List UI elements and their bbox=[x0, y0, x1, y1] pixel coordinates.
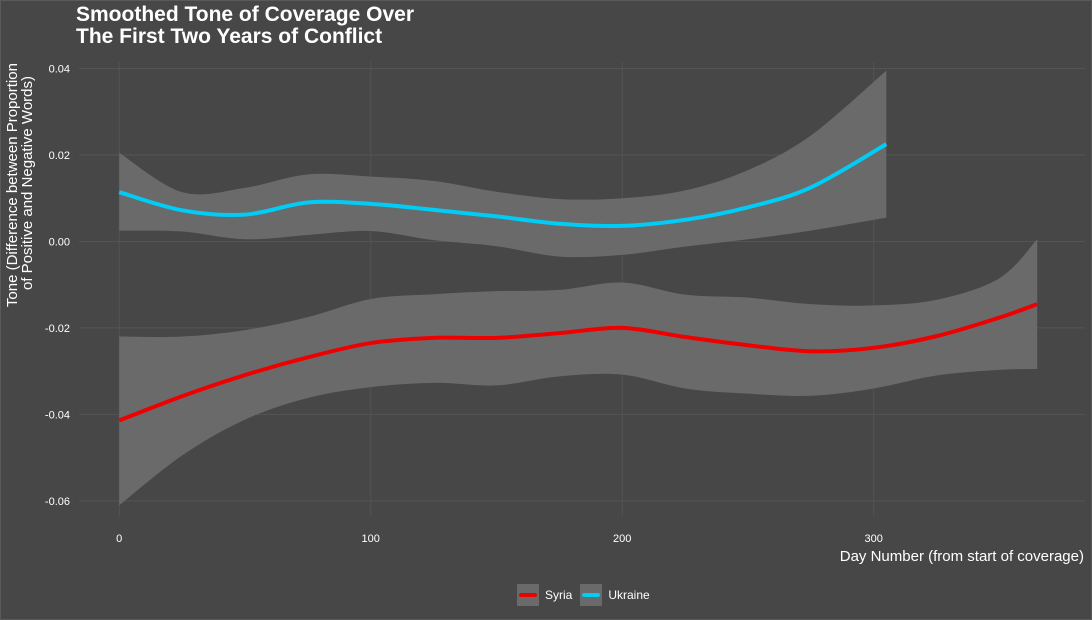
ribbon-ukraine bbox=[119, 70, 887, 258]
y-tick-label: -0.02 bbox=[45, 323, 70, 335]
y-axis-ticks: 0.04 0.02 0.00 -0.02 -0.04 -0.06 bbox=[45, 63, 70, 507]
y-tick-label: 0.00 bbox=[49, 236, 70, 248]
chart-title: Smoothed Tone of Coverage Over The First… bbox=[76, 4, 414, 48]
y-axis-title: Tone (Difference between Proportion of P… bbox=[4, 59, 36, 307]
x-axis-ticks: 0 100 200 300 bbox=[116, 533, 883, 545]
legend-label-syria: Syria bbox=[545, 588, 573, 602]
series-line-syria bbox=[118, 302, 1038, 423]
legend: Syria Ukraine bbox=[517, 584, 658, 606]
confidence-ribbons bbox=[119, 70, 1038, 506]
y-tick-label: -0.06 bbox=[45, 496, 70, 508]
series-line-ukraine bbox=[118, 142, 888, 229]
legend-key-ukraine bbox=[580, 584, 603, 606]
legend-label-ukraine: Ukraine bbox=[608, 588, 650, 602]
y-axis-title-line-2: of Positive and Negative Words) bbox=[19, 76, 36, 290]
series-lines bbox=[118, 142, 1038, 423]
legend-key-syria bbox=[517, 584, 539, 606]
x-tick-label: 300 bbox=[865, 533, 883, 545]
chart-title-line-2: The First Two Years of Conflict bbox=[76, 25, 383, 48]
y-tick-label: 0.02 bbox=[49, 150, 70, 162]
x-tick-label: 200 bbox=[613, 533, 631, 545]
y-tick-label: 0.04 bbox=[49, 63, 70, 75]
y-tick-label: -0.04 bbox=[45, 409, 70, 421]
y-axis-title-line-1: Tone (Difference between Proportion bbox=[4, 63, 21, 307]
legend-item-syria: Syria bbox=[517, 584, 572, 606]
ribbon-syria bbox=[119, 239, 1038, 506]
x-axis-title: Day Number (from start of coverage) bbox=[840, 548, 1084, 565]
x-tick-label: 100 bbox=[362, 533, 380, 545]
legend-item-ukraine: Ukraine bbox=[580, 584, 650, 606]
x-tick-label: 0 bbox=[116, 533, 122, 545]
chart-title-line-1: Smoothed Tone of Coverage Over bbox=[76, 3, 414, 26]
